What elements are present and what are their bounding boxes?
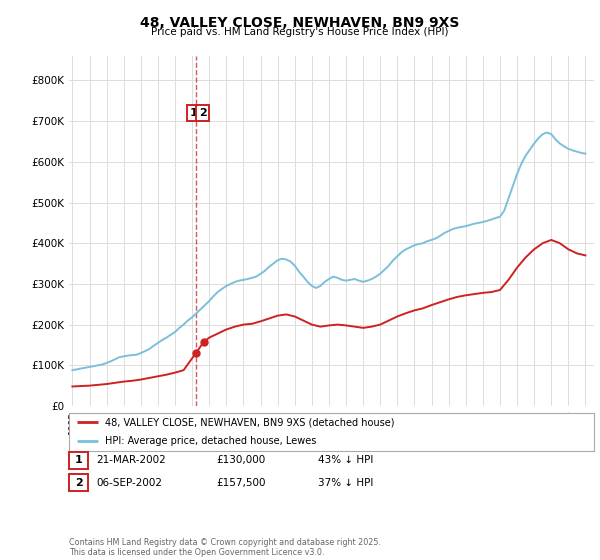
Text: Price paid vs. HM Land Registry's House Price Index (HPI): Price paid vs. HM Land Registry's House … [151,27,449,37]
Text: 21-MAR-2002: 21-MAR-2002 [96,455,166,465]
Text: 1: 1 [75,455,82,465]
Text: 43% ↓ HPI: 43% ↓ HPI [318,455,373,465]
Text: £130,000: £130,000 [216,455,265,465]
Text: Contains HM Land Registry data © Crown copyright and database right 2025.
This d: Contains HM Land Registry data © Crown c… [69,538,381,557]
Text: 2: 2 [199,108,206,118]
Text: 37% ↓ HPI: 37% ↓ HPI [318,478,373,488]
Text: 48, VALLEY CLOSE, NEWHAVEN, BN9 9XS: 48, VALLEY CLOSE, NEWHAVEN, BN9 9XS [140,16,460,30]
Text: 06-SEP-2002: 06-SEP-2002 [96,478,162,488]
Text: HPI: Average price, detached house, Lewes: HPI: Average price, detached house, Lewe… [105,436,316,446]
Text: 2: 2 [75,478,82,488]
Text: 48, VALLEY CLOSE, NEWHAVEN, BN9 9XS (detached house): 48, VALLEY CLOSE, NEWHAVEN, BN9 9XS (det… [105,417,394,427]
Text: 1: 1 [190,108,198,118]
Text: £157,500: £157,500 [216,478,265,488]
